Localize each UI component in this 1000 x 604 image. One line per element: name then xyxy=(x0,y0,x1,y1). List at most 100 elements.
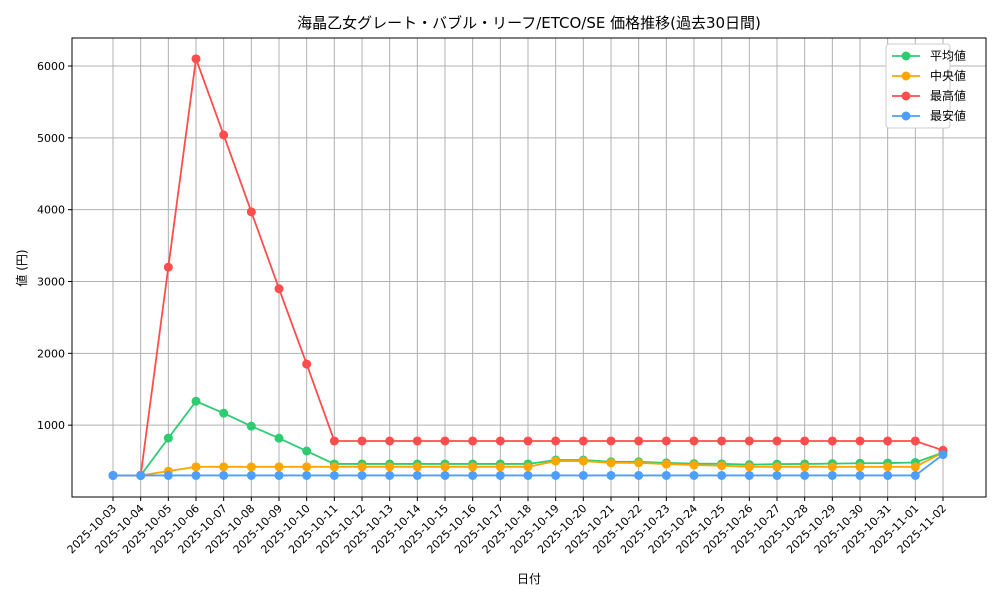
data-point xyxy=(772,436,782,446)
data-point xyxy=(661,470,671,480)
data-point xyxy=(163,262,173,272)
data-point xyxy=(689,460,699,470)
data-point xyxy=(357,470,367,480)
data-point xyxy=(578,436,588,446)
legend-box xyxy=(885,43,951,129)
data-point xyxy=(246,462,256,472)
series-3 xyxy=(108,450,948,480)
data-point xyxy=(744,462,754,472)
data-point xyxy=(523,462,533,472)
data-point xyxy=(302,446,312,456)
data-point xyxy=(551,436,561,446)
data-point xyxy=(800,470,810,480)
data-point xyxy=(191,470,201,480)
data-point xyxy=(717,436,727,446)
plot-frame xyxy=(71,37,987,498)
data-point xyxy=(412,436,422,446)
data-point xyxy=(551,470,561,480)
data-point xyxy=(163,470,173,480)
data-point xyxy=(800,436,810,446)
data-point xyxy=(744,470,754,480)
y-axis-label: 値 (円) xyxy=(14,249,29,286)
data-point xyxy=(910,470,920,480)
data-point xyxy=(523,470,533,480)
data-point xyxy=(468,436,478,446)
data-point xyxy=(219,130,229,140)
data-point xyxy=(855,470,865,480)
data-point xyxy=(329,470,339,480)
data-point xyxy=(661,459,671,469)
y-tick-label: 5000 xyxy=(37,132,65,145)
data-point xyxy=(855,436,865,446)
legend-label: 中央値 xyxy=(930,68,966,83)
y-tick-label: 1000 xyxy=(37,419,65,432)
data-point xyxy=(634,470,644,480)
data-point xyxy=(219,408,229,418)
data-point xyxy=(108,470,118,480)
data-point xyxy=(246,470,256,480)
data-point xyxy=(827,462,837,472)
data-point xyxy=(302,462,312,472)
grid xyxy=(72,38,986,497)
data-point xyxy=(329,462,339,472)
data-point xyxy=(440,470,450,480)
data-point xyxy=(385,470,395,480)
y-tick-label: 3000 xyxy=(37,276,65,289)
legend-marker xyxy=(901,71,911,81)
data-point xyxy=(274,470,284,480)
data-point xyxy=(274,462,284,472)
y-tick-label: 2000 xyxy=(37,347,65,360)
data-point xyxy=(689,470,699,480)
data-point xyxy=(827,470,837,480)
data-point xyxy=(302,470,312,480)
data-point xyxy=(136,470,146,480)
legend-marker xyxy=(901,91,911,101)
data-point xyxy=(938,450,948,460)
data-point xyxy=(191,462,201,472)
data-point xyxy=(163,433,173,443)
data-point xyxy=(827,436,837,446)
data-point xyxy=(744,436,754,446)
data-point xyxy=(412,470,422,480)
data-point xyxy=(495,462,505,472)
data-point xyxy=(357,436,367,446)
data-point xyxy=(274,433,284,443)
ticks: 2025-10-032025-10-042025-10-052025-10-06… xyxy=(37,60,949,556)
data-point xyxy=(468,462,478,472)
data-point xyxy=(883,470,893,480)
legend-marker xyxy=(901,51,911,61)
data-point xyxy=(578,456,588,466)
data-point xyxy=(385,462,395,472)
y-tick-label: 4000 xyxy=(37,204,65,217)
data-point xyxy=(191,54,201,64)
data-point xyxy=(329,436,339,446)
x-axis-label: 日付 xyxy=(517,572,541,586)
data-point xyxy=(246,421,256,431)
data-point xyxy=(412,462,422,472)
data-point xyxy=(495,436,505,446)
data-point xyxy=(468,470,478,480)
legend-marker xyxy=(901,111,911,121)
data-point xyxy=(634,458,644,468)
data-point xyxy=(551,456,561,466)
data-point xyxy=(800,462,810,472)
data-point xyxy=(634,436,644,446)
data-point xyxy=(855,462,865,472)
data-point xyxy=(606,470,616,480)
data-point xyxy=(689,436,699,446)
data-point xyxy=(772,470,782,480)
data-point xyxy=(385,436,395,446)
legend-label: 平均値 xyxy=(930,48,966,63)
data-point xyxy=(883,462,893,472)
data-point xyxy=(883,436,893,446)
data-point xyxy=(717,470,727,480)
data-point xyxy=(274,284,284,294)
data-point xyxy=(717,461,727,471)
data-point xyxy=(246,207,256,217)
legend-label: 最高値 xyxy=(930,88,966,103)
data-point xyxy=(910,462,920,472)
data-point xyxy=(219,470,229,480)
data-point xyxy=(772,462,782,472)
